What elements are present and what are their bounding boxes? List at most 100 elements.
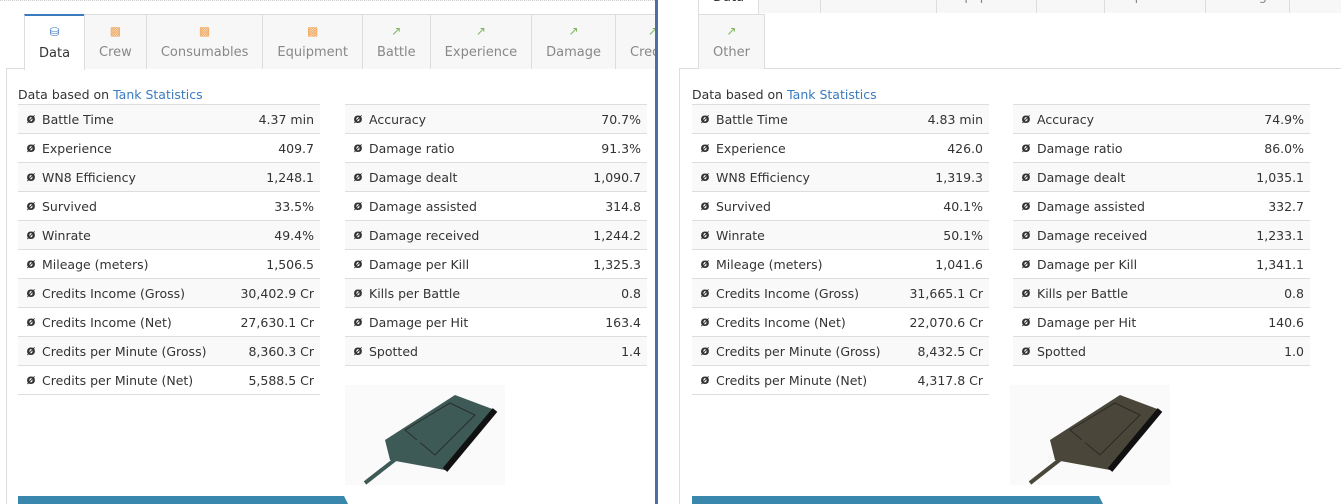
average-icon: ø (700, 227, 710, 243)
stat-value: 314.8 (605, 198, 641, 214)
stat-row: ø Damage dealt 1,090.7 (345, 163, 647, 192)
stat-row: ø Winrate 50.1% (692, 221, 989, 250)
tab-battle[interactable]: ↗Battle (1035, 0, 1105, 13)
tab-damage[interactable]: ↗Damage (1205, 0, 1291, 13)
data-source: Data based on Tank Statistics (18, 87, 203, 102)
stat-value: 8,360.3 Cr (248, 343, 314, 359)
stat-label: Damage dealt (1037, 169, 1126, 185)
average-icon: ø (26, 256, 36, 272)
stats-table: ø Accuracy 70.7% ø Damage ratio 91.3% ø Damage … (345, 104, 647, 366)
stat-label: Damage dealt (369, 169, 458, 185)
stat-label: Battle Time (716, 111, 788, 127)
stat-value: 22,070.6 Cr (909, 314, 983, 330)
stat-value: 91.3% (601, 140, 641, 156)
tab-bar: ⛁Data▩Crew▩Consumables▩Equipment↗Battle↗… (24, 14, 655, 70)
stat-row: ø WN8 Efficiency 1,248.1 (18, 163, 320, 192)
stat-row: ø Credits per Minute (Net) 5,588.5 Cr (18, 366, 320, 395)
tab-label: Data (713, 0, 744, 5)
tab-damage[interactable]: ↗Damage (531, 14, 617, 69)
database-icon: ⛁ (49, 25, 60, 39)
tab-label: Equipment (277, 45, 348, 60)
stat-label: Accuracy (369, 111, 427, 127)
average-icon: ø (700, 314, 710, 330)
chart-line-icon: ↗ (475, 24, 486, 38)
stat-value: 1,035.1 (1256, 169, 1304, 185)
tab-experience[interactable]: ↗Experience (429, 14, 533, 69)
stat-value: 163.4 (605, 314, 641, 330)
stat-row: ø Credits per Minute (Net) 4,317.8 Cr (692, 366, 989, 395)
section-banner (692, 496, 1105, 504)
stat-value: 0.8 (621, 285, 641, 301)
stat-value: 409.7 (278, 140, 314, 156)
stat-value: 426.0 (947, 140, 983, 156)
tab-credits[interactable]: ↗Credits (1289, 0, 1341, 13)
stat-label: WN8 Efficiency (716, 169, 810, 185)
stat-value: 86.0% (1264, 140, 1304, 156)
stat-label: Credits per Minute (Net) (42, 372, 194, 388)
stat-row: ø Damage received 1,244.2 (345, 221, 647, 250)
stat-label: Battle Time (42, 111, 114, 127)
tank-statistics-link[interactable]: Tank Statistics (787, 87, 877, 102)
stat-value: 33.5% (274, 198, 314, 214)
stat-label: Damage ratio (369, 140, 455, 156)
stat-label: Winrate (42, 227, 91, 243)
stat-label: Experience (42, 140, 112, 156)
stat-value: 0.8 (1284, 285, 1304, 301)
tab-consumables[interactable]: ▩Consumables (819, 0, 938, 13)
average-icon: ø (1021, 198, 1031, 214)
stat-row: ø Damage per Hit 140.6 (1013, 308, 1310, 337)
stat-value: 1.4 (621, 343, 641, 359)
stat-value: 1,041.6 (935, 256, 983, 272)
stat-label: Credits Income (Net) (716, 314, 846, 330)
stat-label: Damage assisted (1037, 198, 1145, 214)
tab-crew[interactable]: ▩Crew (84, 14, 147, 69)
stat-label: Survived (42, 198, 97, 214)
average-icon: ø (1021, 111, 1031, 127)
tab-other[interactable]: ↗ Other (698, 14, 765, 69)
average-icon: ø (26, 198, 36, 214)
stat-row: ø Winrate 49.4% (18, 221, 320, 250)
tab-data[interactable]: ⛁ Data (24, 14, 86, 70)
average-icon: ø (353, 314, 363, 330)
stat-label: Damage ratio (1037, 140, 1123, 156)
tab-label: Data (39, 46, 71, 61)
stat-label: Credits per Minute (Gross) (716, 343, 881, 359)
stat-value: 30,402.9 Cr (240, 285, 314, 301)
stat-row: ø Credits per Minute (Gross) 8,360.3 Cr (18, 337, 320, 366)
tab-battle[interactable]: ↗Battle (361, 14, 431, 69)
stat-value: 332.7 (1268, 198, 1304, 214)
stat-value: 8,432.5 Cr (917, 343, 983, 359)
stat-row: ø Experience 409.7 (18, 134, 320, 163)
tab-crew[interactable]: ▩Crew (758, 0, 821, 13)
average-icon: ø (353, 256, 363, 272)
stat-label: Kills per Battle (1037, 285, 1129, 301)
stat-label: Mileage (meters) (42, 256, 149, 272)
stat-value: 5,588.5 Cr (248, 372, 314, 388)
stat-row: ø Kills per Battle 0.8 (345, 279, 647, 308)
average-icon: ø (700, 140, 710, 156)
stat-label: Damage per Kill (1037, 256, 1138, 272)
stat-value: 140.6 (1268, 314, 1304, 330)
left-pane: ⛁ Data ▩ Crew ▩ Consumables ▩ Equipment ↗ Battle ↗… (0, 0, 655, 504)
stat-label: Damage per Hit (369, 314, 469, 330)
average-icon: ø (700, 111, 710, 127)
tab-data[interactable]: ⛁Data (698, 0, 760, 14)
tank-statistics-link[interactable]: Tank Statistics (113, 87, 203, 102)
tab-consumables[interactable]: ▩Consumables (145, 14, 264, 69)
average-icon: ø (1021, 169, 1031, 185)
stat-value: 1,506.5 (266, 256, 314, 272)
stat-value: 31,665.1 Cr (909, 285, 983, 301)
pane-splitter[interactable] (655, 0, 658, 504)
stat-row: ø Battle Time 4.83 min (692, 105, 989, 134)
tab-credits[interactable]: ↗Credits (615, 14, 655, 69)
stat-value: 40.1% (943, 198, 983, 214)
tab-experience[interactable]: ↗Experience (1103, 0, 1207, 13)
average-icon: ø (1021, 227, 1031, 243)
stats-table: ø Battle Time 4.83 min ø Experience 426.0 ø WN8… (692, 104, 989, 395)
tab-equipment[interactable]: ▩Equipment (936, 0, 1037, 13)
stat-label: Damage per Hit (1037, 314, 1137, 330)
stat-value: 1,341.1 (1256, 256, 1304, 272)
average-icon: ø (26, 169, 36, 185)
stat-value: 1,244.2 (593, 227, 641, 243)
tab-equipment[interactable]: ▩Equipment (262, 14, 363, 69)
